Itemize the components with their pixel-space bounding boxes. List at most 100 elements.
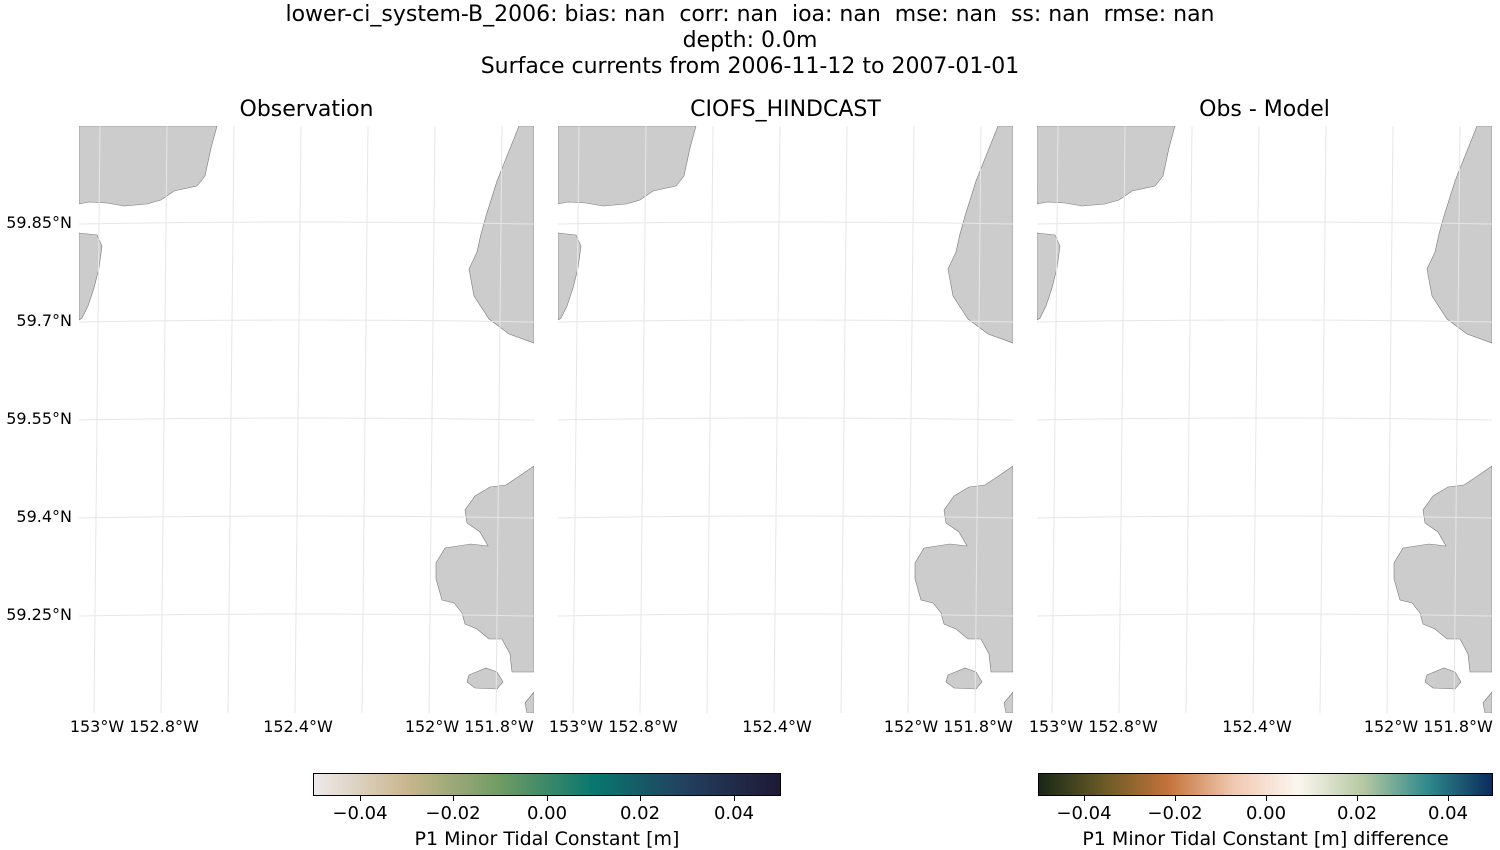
colorbar-tick-label: 0.04 [713,803,755,824]
colorbar-tick-label: −0.02 [1147,803,1203,824]
map-canvas [1037,126,1492,713]
land-south-islet [1424,667,1462,690]
parallel-gridline [1037,319,1492,323]
meridian-gridline [840,126,848,713]
parallel-gridline [1037,417,1492,421]
colorbar-tick-mark [360,796,361,801]
map-panel-observation [79,126,534,713]
land-south-islet [945,667,983,690]
land-northeast [468,126,534,344]
meridian-gridline [294,126,302,713]
colorbar-tick-label: 0.02 [619,803,661,824]
land-northeast [1426,126,1492,344]
land-southeast [435,465,534,673]
land-south-corner [524,691,534,713]
colorbar-tick-mark [453,796,454,801]
meridian-gridline [361,126,369,713]
lon-label: 152°W [883,717,939,736]
colorbar-tick-label: 0.02 [1336,803,1378,824]
panel-title-model: CIOFS_HINDCAST [690,97,881,122]
colorbar-tick-label: 0.00 [1245,803,1287,824]
colorbar-tick-mark [1175,796,1176,801]
parallel-gridline [558,613,1013,617]
colorbar-tick-mark [1448,796,1449,801]
land-south-corner [1482,691,1492,713]
lon-label: 153°W [69,717,125,736]
lon-label: 151.8°W [464,717,534,736]
lon-label: 153°W [548,717,604,736]
land-northwest [1037,126,1176,207]
land-southeast [1393,465,1492,673]
meridian-gridline [706,126,714,713]
lon-label: 152.4°W [1222,717,1292,736]
figure-title-line3: Surface currents from 2006-11-12 to 2007… [480,54,1020,79]
parallel-gridline [1037,515,1492,519]
parallel-gridline [79,221,534,225]
lon-label: 153°W [1028,717,1084,736]
lon-label: 151.8°W [1423,717,1493,736]
land-northeast [947,126,1013,344]
land-northwest [79,126,218,207]
map-panel-model [558,126,1013,713]
meridian-gridline [1185,126,1193,713]
meridian-gridline [773,126,781,713]
parallel-gridline [558,221,1013,225]
colorbar-difference [1038,773,1493,796]
parallel-gridline [558,515,1013,519]
colorbar-tick-mark [1357,796,1358,801]
lat-label: 59.4°N [16,507,72,526]
meridian-gridline [1319,126,1327,713]
colorbar-tick-mark [640,796,641,801]
colorbar-tick-label: 0.04 [1427,803,1469,824]
parallel-gridline [558,417,1013,421]
colorbar-label: P1 Minor Tidal Constant [m] difference [1082,828,1449,850]
lat-label: 59.25°N [6,605,72,624]
meridian-gridline [160,126,168,713]
colorbar-tick-label: −0.04 [332,803,388,824]
lat-label: 59.7°N [16,311,72,330]
lon-label: 151.8°W [943,717,1013,736]
lat-label: 59.85°N [6,213,72,232]
map-canvas [79,126,534,713]
colorbar-observation-model [313,773,781,796]
colorbar-tick-label: 0.00 [526,803,568,824]
lon-label: 152.8°W [1088,717,1158,736]
parallel-gridline [79,515,534,519]
meridian-gridline [1252,126,1260,713]
lat-label: 59.55°N [6,409,72,428]
lon-label: 152.4°W [742,717,812,736]
meridian-gridline [428,126,436,713]
figure-title-line2: depth: 0.0m [682,28,818,53]
meridian-gridline [639,126,647,713]
parallel-gridline [79,319,534,323]
colorbar-tick-mark [547,796,548,801]
parallel-gridline [1037,221,1492,225]
land-south-corner [1003,691,1013,713]
lon-label: 152.8°W [129,717,199,736]
map-panel-difference [1037,126,1492,713]
parallel-gridline [79,613,534,617]
lon-label: 152.4°W [263,717,333,736]
figure-title-line1: lower-ci_system-B_2006: bias: nan corr: … [285,2,1215,27]
colorbar-tick-mark [734,796,735,801]
colorbar-tick-mark [1084,796,1085,801]
land-southeast [914,465,1013,673]
meridian-gridline [907,126,915,713]
lon-label: 152.8°W [608,717,678,736]
land-northwest [558,126,697,207]
parallel-gridline [558,319,1013,323]
colorbar-tick-mark [1266,796,1267,801]
lon-label: 152°W [1363,717,1419,736]
meridian-gridline [1386,126,1394,713]
land-south-islet [466,667,504,690]
meridian-gridline [1118,126,1126,713]
map-canvas [558,126,1013,713]
panel-title-difference: Obs - Model [1199,97,1330,122]
meridian-gridline [227,126,235,713]
colorbar-tick-label: −0.04 [1056,803,1112,824]
colorbar-tick-label: −0.02 [425,803,481,824]
colorbar-label: P1 Minor Tidal Constant [m] [414,828,680,850]
parallel-gridline [79,417,534,421]
parallel-gridline [1037,613,1492,617]
lon-label: 152°W [404,717,460,736]
